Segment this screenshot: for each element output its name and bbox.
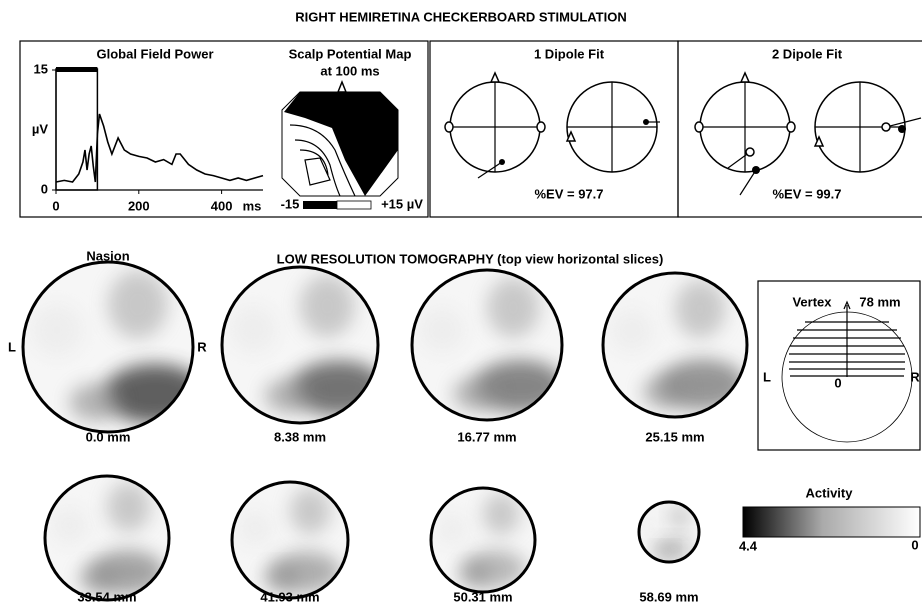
right-label: R <box>197 339 207 354</box>
scalp-subtitle: at 100 ms <box>320 63 379 78</box>
dipole-title: 1 Dipole Fit <box>534 46 605 61</box>
activity-blob <box>230 306 277 353</box>
activity-blob <box>238 511 273 546</box>
figure: RIGHT HEMIRETINA CHECKERBOARD STIMULATIO… <box>0 0 922 604</box>
scalp-title: Scalp Potential Map <box>289 46 412 61</box>
activity-blob <box>643 376 686 408</box>
analysis-window <box>56 69 97 190</box>
scale-min: -15 <box>281 196 300 211</box>
slice-label: 50.31 mm <box>453 589 512 604</box>
activity-blob <box>420 308 465 353</box>
x-tick-label: 400 <box>211 198 233 213</box>
vertex-diagram <box>782 302 912 442</box>
activity-blob <box>51 507 88 544</box>
activity-blob <box>32 305 83 356</box>
scale-max: +15 µV <box>381 196 423 211</box>
activity-blob <box>264 565 299 591</box>
slice-label: 41.93 mm <box>260 589 319 604</box>
gfp-title: Global Field Power <box>96 46 213 61</box>
activity-min: 0 <box>911 537 918 552</box>
slice-label: 58.69 mm <box>639 589 698 604</box>
dipole-ev: %EV = 99.7 <box>772 186 841 201</box>
figure-title: RIGHT HEMIRETINA CHECKERBOARD STIMULATIO… <box>295 9 627 24</box>
activity-title: Activity <box>806 485 854 500</box>
activity-blob <box>70 384 121 421</box>
activity-blob <box>79 565 116 592</box>
slice-label: 33.54 mm <box>77 589 136 604</box>
activity-blob <box>453 377 498 410</box>
slice-label: 0.0 mm <box>86 429 131 444</box>
left-label: L <box>763 369 771 384</box>
activity-bar <box>743 507 920 537</box>
section-title: LOW RESOLUTION TOMOGRAPHY (top view hori… <box>277 251 664 266</box>
dipole-heads <box>695 73 921 195</box>
slices: 0.0 mm 8.38 mm 16.77 mm 25.15 mm 33.54 mm 41.… <box>23 262 747 604</box>
activity-max: 4.4 <box>739 538 758 553</box>
scalp-map <box>282 82 398 196</box>
activity-blob <box>436 514 467 545</box>
y-tick-label: 15 <box>34 61 48 76</box>
vertex-height: 78 mm <box>859 294 900 309</box>
right-label: R <box>910 369 920 384</box>
y-axis-label: µV <box>32 121 48 136</box>
gfp-line <box>56 114 263 182</box>
activity-blob <box>610 309 653 352</box>
dipole-title: 2 Dipole Fit <box>772 46 843 61</box>
slice-label: 8.38 mm <box>274 429 326 444</box>
dipole-heads <box>445 73 660 178</box>
scale-bar <box>303 201 371 209</box>
window-bar <box>56 67 97 72</box>
x-tick-label: 200 <box>128 198 150 213</box>
slice-label: 16.77 mm <box>457 429 516 444</box>
slice-image <box>23 262 206 432</box>
activity-blob <box>642 517 660 535</box>
gfp-chart: 0 15 0 200 400 <box>34 61 263 213</box>
activity-blob <box>265 379 312 413</box>
activity-blob <box>460 562 491 585</box>
vertex-label: Vertex <box>792 294 832 309</box>
activity-blob <box>656 545 674 558</box>
x-axis-label: ms <box>243 198 262 213</box>
y-tick-label: 0 <box>41 181 48 196</box>
left-label: L <box>8 339 16 354</box>
zero-label: 0 <box>834 375 841 390</box>
slice-label: 25.15 mm <box>645 429 704 444</box>
activity-blob <box>108 271 168 339</box>
slice-image <box>222 267 385 423</box>
x-tick-label: 0 <box>52 198 59 213</box>
dipole-ev: %EV = 97.7 <box>534 186 603 201</box>
